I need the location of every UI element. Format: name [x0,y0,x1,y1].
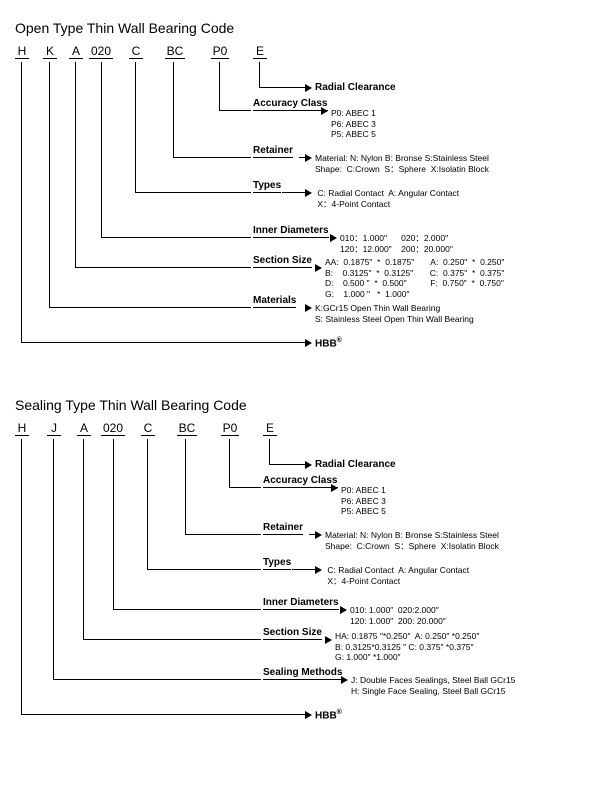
code-segment: P0 [221,421,239,436]
branch-description: AA: 0.1875" * 0.1875" A: 0.250" * 0.250"… [325,257,504,300]
code-segment: E [263,421,277,436]
arrow-icon [305,461,312,469]
branch-label: HBB® [315,337,342,349]
branch-label: Accuracy Class [263,475,338,488]
arrow-icon [315,531,322,539]
code-segment: A [69,44,83,59]
code-segment: H [15,421,29,436]
branch-description: Material: N: Nylon B: Bronse S:Stainless… [315,153,489,174]
branch-description: C: Radial Contact A: Angular Contact X：4… [325,565,469,586]
branch-label: Radial Clearance [315,459,396,470]
arrow-icon [315,264,322,272]
arrow-icon [305,304,312,312]
code-segment: A [77,421,91,436]
code-segment: C [129,44,143,59]
arrow-icon [305,84,312,92]
branch-label: Radial Clearance [315,82,396,93]
code-row: H J A 020 C BC P0 E [15,421,585,439]
code-segment: C [141,421,155,436]
code-segment: BC [177,421,197,436]
open-type-diagram: Open Type Thin Wall Bearing Code HKA 020 C B… [15,20,585,362]
code-segment: J [47,421,61,436]
branch-label: Sealing Methods [263,667,342,680]
branch-description: J: Double Faces Sealings, Steel Ball GCr… [351,675,515,696]
branch-label: HBB® [315,709,342,721]
arrow-icon [321,107,328,115]
arrow-icon [331,484,338,492]
branch-description: 010: 1.000″ 020:2.000″ 120: 1.000″ 200: … [350,605,446,626]
branch-description: P0: ABEC 1 P6: ABEC 3 P5: ABEC 5 [331,108,376,140]
arrow-icon [305,339,312,347]
branch-label: Retainer [263,522,303,535]
code-segment: 020 [89,44,113,59]
code-segment: BC [165,44,185,59]
branch-label: Types [263,557,291,570]
branch-description: C: Radial Contact A: Angular Contact X：4… [315,188,459,209]
code-segment: P0 [211,44,229,59]
branch-label: Materials [253,295,296,308]
diagram-title: Open Type Thin Wall Bearing Code [15,20,585,36]
arrow-icon [330,234,337,242]
code-row: HKA 020 C BC P0 E [15,44,585,62]
branch-area: Radial Clearance Accuracy ClassP0: ABEC 1… [15,62,585,362]
code-segment: 020 [101,421,125,436]
arrow-icon [305,189,312,197]
branch-description: P0: ABEC 1 P6: ABEC 3 P5: ABEC 5 [341,485,386,517]
arrow-icon [305,154,312,162]
arrow-icon [340,606,347,614]
branch-description: K:GCr15 Open Thin Wall Bearing S: Stainl… [315,303,474,324]
diagram-title: Sealing Type Thin Wall Bearing Code [15,397,585,413]
branch-label: Types [253,180,281,193]
arrow-icon [341,676,348,684]
code-segment: E [253,44,267,59]
arrow-icon [305,711,312,719]
arrow-icon [315,566,322,574]
arrow-icon [325,636,332,644]
sealing-type-diagram: Sealing Type Thin Wall Bearing Code H J A 02… [15,397,585,734]
branch-label: Inner Diameters [253,225,329,238]
branch-description: 010：1.000" 020：2.000" 120：12.000" 200：20… [340,233,453,254]
branch-description: Material: N: Nylon B: Bronse S:Stainless… [325,530,499,551]
branch-label: Accuracy Class [253,98,328,111]
branch-area: Radial Clearance Accuracy ClassP0: ABEC 1… [15,439,585,734]
branch-label: Inner Diameters [263,597,339,610]
branch-label: Section Size [263,627,322,640]
code-segment: K [43,44,57,59]
branch-label: Section Size [253,255,312,268]
code-segment: H [15,44,29,59]
branch-description: HA: 0.1875 ″*0.250″ A: 0.250″ *0.250″ B:… [335,631,479,663]
branch-label: Retainer [253,145,293,158]
